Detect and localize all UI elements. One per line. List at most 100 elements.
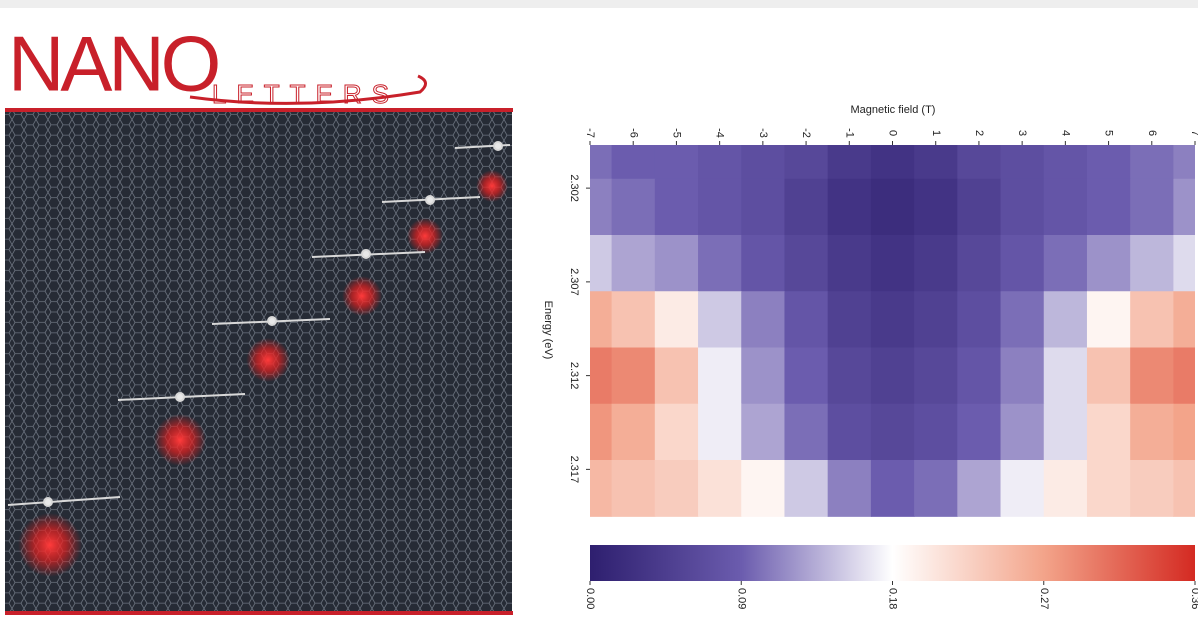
heat-cell (1001, 404, 1045, 461)
heat-cell (828, 179, 872, 236)
x-tick-label: 2 (973, 130, 985, 136)
heat-cell (914, 179, 958, 236)
y-tick-label: 2.307 (568, 268, 580, 296)
heat-cell (1173, 291, 1198, 348)
heat-cell (612, 291, 656, 348)
colorbar-tick-label: 0.27 (1038, 588, 1050, 609)
heat-cell (784, 404, 828, 461)
x-tick-label: 1 (930, 130, 942, 136)
glow (342, 276, 382, 316)
heat-cell (1130, 404, 1174, 461)
heat-cell (828, 235, 872, 292)
spin (268, 317, 276, 325)
top-band (0, 0, 1198, 8)
heat-cell (1130, 179, 1174, 236)
heat-cell (612, 460, 656, 517)
heat-cell (914, 235, 958, 292)
heat-cell (1173, 460, 1198, 517)
heat-cell (1087, 291, 1131, 348)
x-tick-label: 6 (1146, 130, 1158, 136)
x-axis-label: Magnetic field (T) (851, 104, 936, 116)
heat-cell (612, 179, 656, 236)
y-tick-label: 2.317 (568, 456, 580, 484)
colorbar-tick-label: 0.36 (1189, 588, 1198, 609)
heat-cell (828, 348, 872, 405)
heat-cell (741, 348, 785, 405)
spin (426, 196, 434, 204)
x-tick-label: -1 (843, 128, 855, 138)
heat-cell (871, 348, 915, 405)
heat-cell (1087, 460, 1131, 517)
chart: Magnetic field (T) Energy (eV) -7-6-5-4-… (542, 104, 1198, 610)
heat-cell (655, 404, 699, 461)
glow (407, 218, 443, 254)
heat-cell (612, 404, 656, 461)
colorbar (590, 545, 1195, 581)
heat-cell (1173, 404, 1198, 461)
heat-cell (698, 404, 742, 461)
heat-cell (1001, 235, 1045, 292)
heat-cell (914, 291, 958, 348)
spin (362, 250, 370, 258)
heat-cell (957, 179, 1001, 236)
heat-cell (698, 235, 742, 292)
heat-cell (828, 404, 872, 461)
heat-cell (828, 291, 872, 348)
colorbar-tick-label: 0.00 (584, 588, 596, 609)
heat-cell (957, 460, 1001, 517)
heat-cell (914, 404, 958, 461)
heat-cell (871, 291, 915, 348)
x-tick-label: -5 (671, 128, 683, 138)
heat-cell (828, 460, 872, 517)
heat-cell (612, 348, 656, 405)
x-tick-label: 5 (1103, 130, 1115, 136)
x-tick-label: -7 (584, 128, 596, 138)
x-tick-label: -2 (800, 128, 812, 138)
heat-cell (698, 179, 742, 236)
heat-cell (1087, 235, 1131, 292)
heat-cell (741, 235, 785, 292)
heat-cell (698, 460, 742, 517)
colorbar-tick-label: 0.09 (735, 588, 747, 609)
bottom-rule (5, 611, 513, 615)
heat-cell (871, 460, 915, 517)
glow (18, 513, 82, 577)
heat-cell (1130, 235, 1174, 292)
heat-cell (1173, 179, 1198, 236)
heat-cell (957, 291, 1001, 348)
heat-cell (1044, 460, 1088, 517)
heat-cell (1173, 348, 1198, 405)
logo-rule (5, 108, 513, 112)
spin (44, 498, 52, 506)
y-tick-label: 2.312 (568, 362, 580, 390)
heat-cell (655, 235, 699, 292)
glow (246, 338, 290, 382)
illustration (5, 112, 513, 615)
heat-cell (871, 179, 915, 236)
heat-cell (1044, 404, 1088, 461)
heat-cell (1087, 179, 1131, 236)
heat-cell (1130, 348, 1174, 405)
heat-cell (568, 291, 612, 348)
heat-cell (741, 291, 785, 348)
heat-cell (784, 291, 828, 348)
glow (476, 170, 508, 202)
heat-cell (1001, 348, 1045, 405)
heat-cell (1087, 404, 1131, 461)
heat-cell (698, 291, 742, 348)
heat-cell (1173, 235, 1198, 292)
x-tick-label: 4 (1059, 130, 1071, 136)
heat-cell (784, 179, 828, 236)
heat-cell (1044, 291, 1088, 348)
heat-cell (871, 235, 915, 292)
heat-cell (914, 348, 958, 405)
heat-cell (957, 404, 1001, 461)
x-tick-label: -4 (714, 128, 726, 138)
heat-cell (1130, 460, 1174, 517)
x-tick-label: 7 (1189, 130, 1198, 136)
heat-cell (1001, 460, 1045, 517)
heat-cell (784, 348, 828, 405)
heat-cell (1044, 348, 1088, 405)
heat-cell (957, 235, 1001, 292)
heat-cell (1087, 348, 1131, 405)
